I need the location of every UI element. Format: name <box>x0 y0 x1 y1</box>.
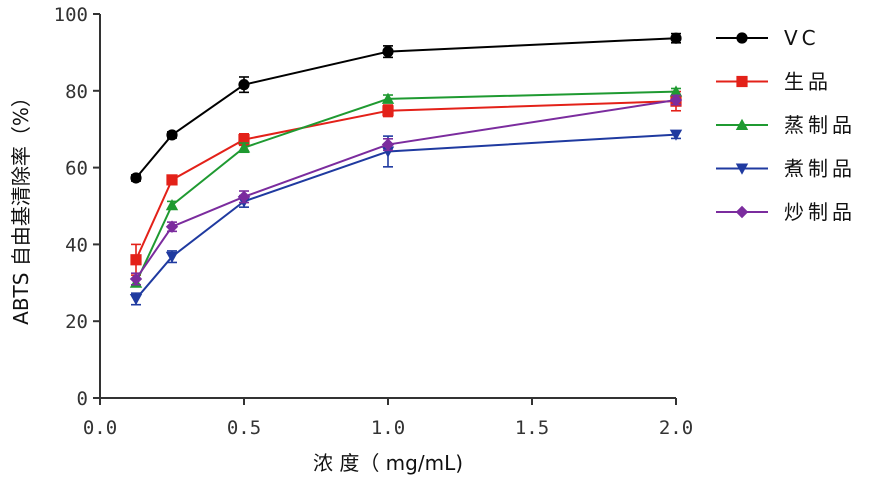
legend-marker <box>736 32 748 44</box>
x-tick-label: 0.5 <box>227 417 261 439</box>
y-tick-label: 0 <box>77 388 88 410</box>
x-tick-label: 2.0 <box>659 417 693 439</box>
legend-item: 蒸制品 <box>716 113 856 137</box>
series-4 <box>129 129 683 306</box>
data-point <box>130 172 142 184</box>
data-point <box>237 190 251 203</box>
y-axis-title: ABTS 自由基清除率（%） <box>9 87 33 325</box>
plot-area: 0.0 0.5 1.0 1.5 2.0 0 20 40 60 80 100 <box>54 4 693 439</box>
data-point <box>165 251 179 263</box>
y-tick-label: 80 <box>65 81 88 103</box>
legend-marker <box>736 75 748 88</box>
x-ticks: 0.0 0.5 1.0 1.5 2.0 <box>83 398 693 439</box>
series-line <box>135 100 677 261</box>
legend-marker <box>735 205 749 219</box>
data-point <box>238 133 250 146</box>
x-tick-label: 1.0 <box>371 417 405 439</box>
data-point <box>382 105 394 117</box>
series-line <box>135 37 677 179</box>
data-point <box>130 254 142 266</box>
y-tick-label: 20 <box>65 311 88 333</box>
data-point <box>129 272 143 286</box>
legend-label: 煮制品 <box>784 157 856 181</box>
data-point <box>382 46 394 58</box>
y-ticks: 0 20 40 60 80 100 <box>54 4 100 410</box>
data-point <box>165 220 179 233</box>
legend-label: 炒制品 <box>784 200 856 224</box>
data-point <box>670 32 682 44</box>
legend-label: VC <box>784 26 820 50</box>
legend-item: 生品 <box>716 70 832 94</box>
data-point <box>129 293 143 306</box>
series-3 <box>129 85 683 288</box>
series-layer <box>129 32 683 306</box>
data-point <box>238 79 250 91</box>
data-point <box>165 199 179 211</box>
legend-item: VC <box>716 26 820 50</box>
data-point <box>669 129 683 141</box>
legend-marker <box>735 118 749 130</box>
series-line <box>135 99 677 280</box>
series-line <box>135 133 677 300</box>
data-point <box>381 92 395 104</box>
x-axis-title: 浓 度（ mg/mL) <box>313 451 463 475</box>
x-tick-label: 0.0 <box>83 417 117 439</box>
y-tick-label: 60 <box>65 158 88 180</box>
legend-item: 炒制品 <box>716 200 856 224</box>
data-point <box>166 129 178 141</box>
y-tick-label: 40 <box>65 234 88 256</box>
series-1 <box>130 32 682 184</box>
data-point <box>669 93 683 107</box>
series-line <box>135 90 677 284</box>
legend-item: 煮制品 <box>716 157 856 181</box>
series-5 <box>129 93 683 286</box>
y-tick-label: 100 <box>54 4 88 26</box>
legend-label: 生品 <box>784 70 832 94</box>
data-point <box>381 138 395 151</box>
data-point <box>669 85 683 97</box>
legend-label: 蒸制品 <box>784 113 856 137</box>
data-point <box>166 174 178 186</box>
legend-marker <box>735 163 749 175</box>
data-point <box>237 141 251 153</box>
x-tick-label: 1.5 <box>515 417 549 439</box>
data-point <box>381 146 395 158</box>
series-2 <box>130 90 682 276</box>
